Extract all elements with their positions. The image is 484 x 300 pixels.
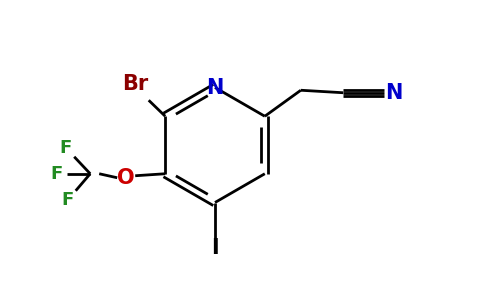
Text: O: O	[118, 168, 135, 188]
Text: F: F	[50, 165, 62, 183]
Text: N: N	[386, 83, 403, 103]
Text: F: F	[61, 191, 74, 209]
Text: I: I	[211, 238, 219, 257]
Text: Br: Br	[122, 74, 148, 94]
Text: N: N	[206, 77, 224, 98]
Text: F: F	[59, 139, 71, 157]
